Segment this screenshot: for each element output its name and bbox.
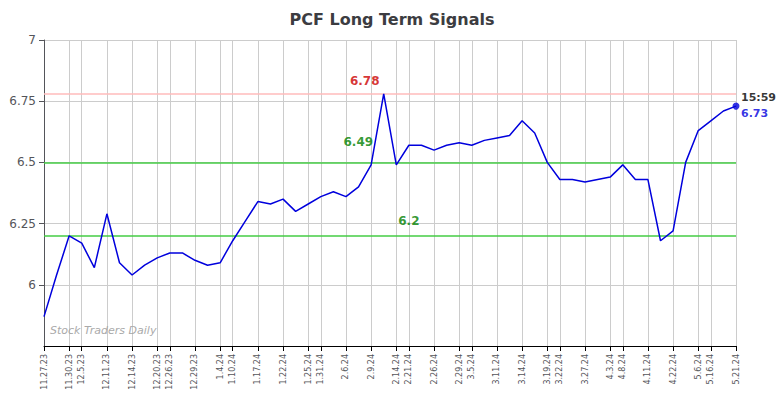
svg-text:1.17.24: 1.17.24 <box>253 354 262 385</box>
svg-text:12.14.23: 12.14.23 <box>128 354 137 390</box>
svg-text:12.11.23: 12.11.23 <box>102 354 111 390</box>
svg-text:1.31.24: 1.31.24 <box>316 354 325 385</box>
svg-text:4.11.24: 4.11.24 <box>643 354 652 385</box>
svg-text:6.75: 6.75 <box>9 94 36 108</box>
svg-text:3.22.24: 3.22.24 <box>555 354 564 385</box>
svg-text:6: 6 <box>28 278 36 292</box>
svg-text:3.5.24: 3.5.24 <box>467 354 476 379</box>
svg-text:5.21.24: 5.21.24 <box>732 354 741 385</box>
svg-text:3.14.24: 3.14.24 <box>518 354 527 385</box>
svg-text:5.6.24: 5.6.24 <box>694 354 703 379</box>
svg-text:6.73: 6.73 <box>741 107 768 120</box>
svg-text:1.4.24: 1.4.24 <box>216 354 225 379</box>
svg-text:2.6.24: 2.6.24 <box>341 354 350 379</box>
svg-text:3.19.24: 3.19.24 <box>543 354 552 385</box>
svg-text:1.25.24: 1.25.24 <box>304 354 313 385</box>
svg-text:Stock Traders Daily: Stock Traders Daily <box>50 324 157 337</box>
svg-text:2.14.24: 2.14.24 <box>392 354 401 385</box>
svg-text:12.29.23: 12.29.23 <box>190 354 199 390</box>
svg-text:6.2: 6.2 <box>398 214 419 228</box>
svg-text:3.11.24: 3.11.24 <box>492 354 501 385</box>
svg-text:12.20.23: 12.20.23 <box>153 354 162 390</box>
svg-text:1.10.24: 1.10.24 <box>228 354 237 385</box>
svg-text:5.16.24: 5.16.24 <box>706 354 715 385</box>
svg-text:15:59: 15:59 <box>741 91 776 104</box>
svg-text:7: 7 <box>28 33 36 47</box>
svg-text:2.29.24: 2.29.24 <box>455 354 464 385</box>
svg-text:4.22.24: 4.22.24 <box>669 354 678 385</box>
svg-text:6.78: 6.78 <box>350 74 380 88</box>
svg-text:4.8.24: 4.8.24 <box>618 354 627 379</box>
svg-text:3.27.24: 3.27.24 <box>581 354 590 385</box>
svg-text:2.9.24: 2.9.24 <box>367 354 376 379</box>
svg-text:6.25: 6.25 <box>9 217 36 231</box>
svg-text:4.3.24: 4.3.24 <box>606 354 615 379</box>
svg-text:11.27.23: 11.27.23 <box>40 354 49 390</box>
svg-text:2.21.24: 2.21.24 <box>404 354 413 385</box>
svg-text:1.22.24: 1.22.24 <box>279 354 288 385</box>
svg-text:11.30.23: 11.30.23 <box>65 354 74 390</box>
svg-text:6.49: 6.49 <box>343 135 373 149</box>
svg-text:2.26.24: 2.26.24 <box>430 354 439 385</box>
svg-text:PCF Long Term Signals: PCF Long Term Signals <box>290 10 495 29</box>
svg-text:6.5: 6.5 <box>17 155 36 169</box>
svg-text:12.26.23: 12.26.23 <box>165 354 174 390</box>
svg-text:12.5.23: 12.5.23 <box>77 354 86 385</box>
